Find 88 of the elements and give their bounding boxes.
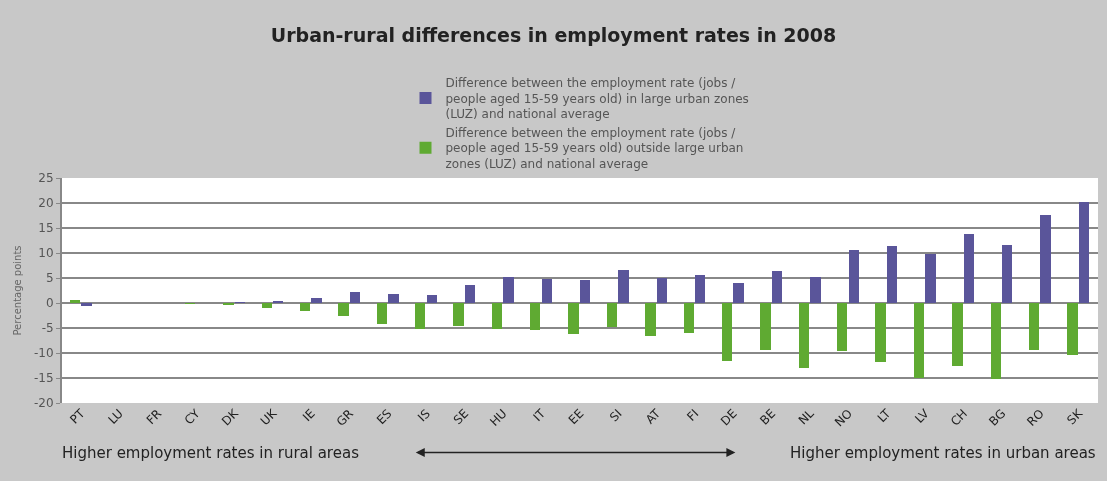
x-tick-label: CH: [947, 406, 971, 429]
y-tick-label: 5: [45, 271, 54, 286]
x-tick-label: LV: [912, 405, 933, 426]
x-tick-label: LU: [105, 406, 126, 427]
x-tick-label: FI: [684, 406, 702, 424]
bar: [350, 292, 360, 303]
bar: [837, 303, 847, 351]
x-tick-label: RO: [1024, 406, 1047, 429]
x-tick-label: HU: [487, 406, 510, 429]
y-tick-label: -10: [33, 346, 54, 361]
bar: [964, 234, 974, 303]
bar: [952, 303, 963, 366]
x-tick-label: NO: [832, 406, 855, 430]
x-tick-label: GR: [333, 406, 357, 429]
x-tick-label: BE: [757, 406, 779, 428]
bar: [914, 303, 924, 378]
x-tick-label: SK: [1064, 405, 1086, 428]
bar: [733, 283, 744, 303]
bar: [262, 303, 272, 308]
bar: [311, 298, 322, 303]
bar: [388, 294, 399, 303]
bar: [1040, 215, 1051, 303]
x-tick-label: AT: [642, 405, 664, 427]
x-tick-label: EE: [565, 406, 587, 428]
x-tick-label: LT: [874, 406, 894, 426]
bar: [991, 303, 1001, 379]
x-tick-label: DE: [718, 406, 740, 429]
x-tick-label: IE: [300, 406, 318, 425]
y-tick-label: 15: [38, 221, 54, 236]
bar: [875, 303, 886, 362]
bar: [1067, 303, 1078, 355]
y-tick-label: 10: [38, 246, 54, 261]
bar: [453, 303, 464, 326]
bar: [849, 250, 859, 303]
bar: [695, 275, 705, 303]
text: Higher employment rates in urban areas: [790, 444, 1096, 462]
bar: [684, 303, 694, 333]
bar: [645, 303, 656, 336]
x-tick-label: BG: [986, 406, 1009, 429]
bar: [70, 300, 80, 303]
bar: [492, 303, 502, 329]
bar: [799, 303, 809, 368]
bar: [542, 279, 552, 303]
bar: [760, 303, 771, 350]
bar: [722, 303, 732, 361]
bar: [607, 303, 617, 327]
x-tick-label: PT: [67, 406, 89, 427]
x-tick-label: FR: [143, 406, 165, 428]
bar: [503, 277, 514, 303]
bar: [772, 271, 782, 303]
bar: [568, 303, 579, 334]
y-tick-label: 0: [45, 296, 54, 311]
x-tick-label: IS: [415, 406, 433, 425]
bar: [465, 285, 475, 303]
bar: [1029, 303, 1039, 350]
bar: [925, 254, 936, 303]
legend-label: Difference between the employment rate (jobs / people aged 15-59 years old) in large urban zones (LUZ) and national average: [445, 75, 749, 122]
x-tick-label: DK: [219, 405, 242, 429]
x-tick-label: IT: [530, 405, 549, 425]
x-tick-label: SE: [450, 406, 472, 428]
legend-label: Difference between the employment rate (jobs / people aged 15-59 years old) outside large urban zones (LUZ) and national average: [445, 125, 744, 171]
chart-title: Urban-rural differences in employment rates in 2008: [270, 24, 837, 47]
y-axis-title: Percentage points: [12, 245, 24, 336]
x-tick-label: CY: [181, 405, 204, 428]
x-tick-label: SI: [606, 406, 625, 425]
x-tick-label: ES: [373, 406, 395, 428]
bar: [338, 303, 349, 316]
bar: [810, 277, 821, 303]
y-tick-label: -5: [41, 321, 54, 336]
y-tick-label: 20: [38, 196, 54, 211]
bar: [81, 303, 92, 306]
x-tick-label: NL: [795, 406, 817, 428]
bar: [580, 280, 590, 303]
bar: [657, 278, 667, 303]
x-tick-label: UK: [257, 405, 281, 429]
bar: [1079, 202, 1089, 303]
bar: [887, 246, 897, 303]
y-tick-label: -20: [33, 396, 54, 411]
y-tick-label: 25: [38, 171, 54, 186]
text: Higher employment rates in rural areas: [62, 444, 360, 462]
bar: [1002, 245, 1012, 303]
bar: [415, 303, 425, 329]
bar: [618, 270, 629, 303]
bar: [427, 295, 437, 303]
y-tick-label: -15: [33, 371, 54, 386]
bar: [377, 303, 387, 324]
bar: [300, 303, 310, 311]
bar: [530, 303, 540, 330]
